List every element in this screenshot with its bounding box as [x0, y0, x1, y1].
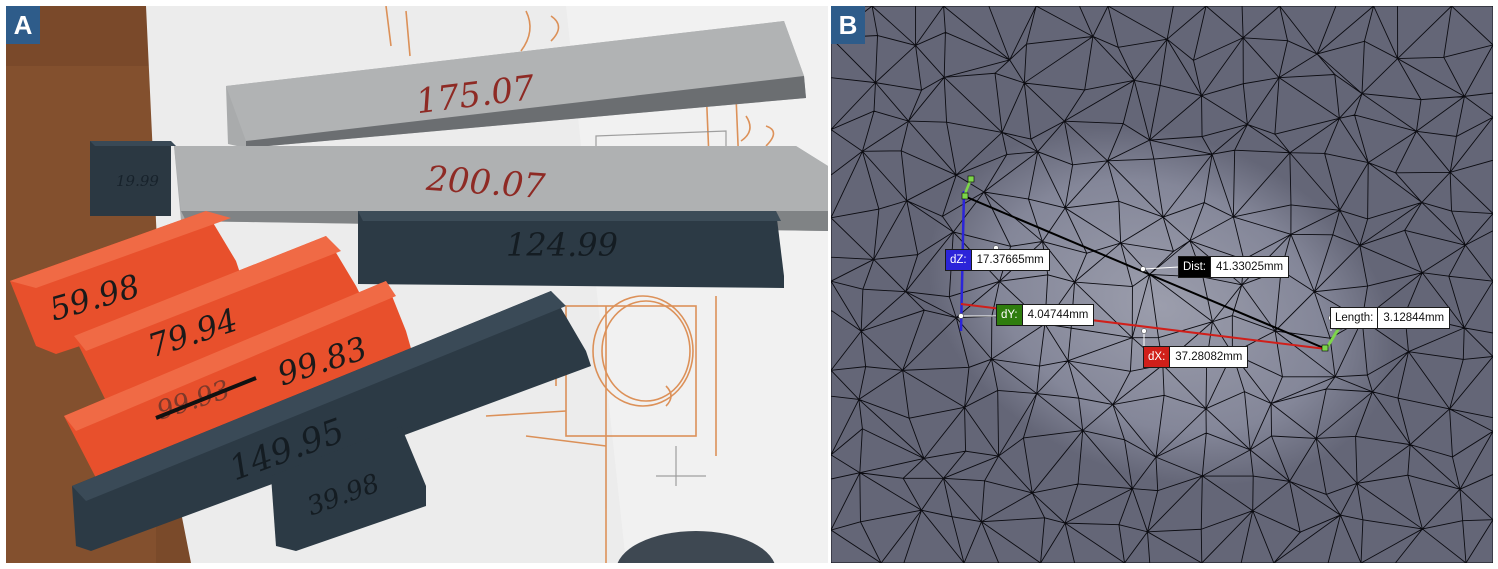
- orange-bar-1: [10, 211, 246, 354]
- orange-bar-3: [64, 281, 416, 478]
- small-cube: [90, 141, 171, 216]
- dy-value: 4.04744mm: [1022, 305, 1094, 325]
- dark-bar-small: [271, 426, 426, 551]
- dy-key: dY:: [997, 305, 1023, 325]
- endpoint-marker: [967, 175, 975, 183]
- triangle-mesh: [831, 6, 1493, 563]
- depression-shading: [928, 126, 1394, 486]
- dy-measurement-tag: dY: 4.04744mm: [996, 304, 1095, 326]
- gray-bar-middle-label: 200.07: [424, 159, 547, 207]
- small-cube-label: 19.99: [116, 172, 159, 190]
- endpoint-marker: [1321, 344, 1329, 352]
- dx-measurement-tag: dX: 37.28082mm: [1143, 346, 1249, 368]
- endpoint-marker: [961, 192, 969, 200]
- length-key: Length:: [1331, 308, 1379, 328]
- length-measurement-tag: Length: 3.12844mm: [1330, 307, 1451, 329]
- dz-measurement-tag: dZ: 17.37665mm: [945, 249, 1050, 271]
- strike-through-mark: [155, 376, 257, 420]
- dx-key: dX:: [1144, 347, 1171, 367]
- orange-bar-2: [74, 236, 376, 401]
- dist-line: [963, 195, 1327, 350]
- dx-value: 37.28082mm: [1170, 347, 1248, 367]
- photo-panel: A 19.99: [6, 6, 828, 563]
- dz-key: dZ:: [946, 250, 972, 270]
- mesh-panel: B: [831, 6, 1493, 563]
- dark-bar-middle: [358, 211, 784, 288]
- dark-bar-middle-label: 124.99: [506, 226, 618, 264]
- length-value: 3.12844mm: [1378, 308, 1450, 328]
- dark-bar-long: [72, 291, 591, 551]
- dist-measurement-tag: Dist: 41.33025mm: [1178, 256, 1290, 278]
- panel-letter-b: B: [831, 6, 865, 44]
- bars-photo: 19.99 175.07 200.07 124.99 59.98 79.94 9…: [6, 6, 828, 563]
- dist-value: 41.33025mm: [1211, 257, 1289, 277]
- dist-key: Dist:: [1179, 257, 1211, 277]
- panel-letter-a: A: [6, 6, 40, 44]
- dz-value: 17.37665mm: [971, 250, 1049, 270]
